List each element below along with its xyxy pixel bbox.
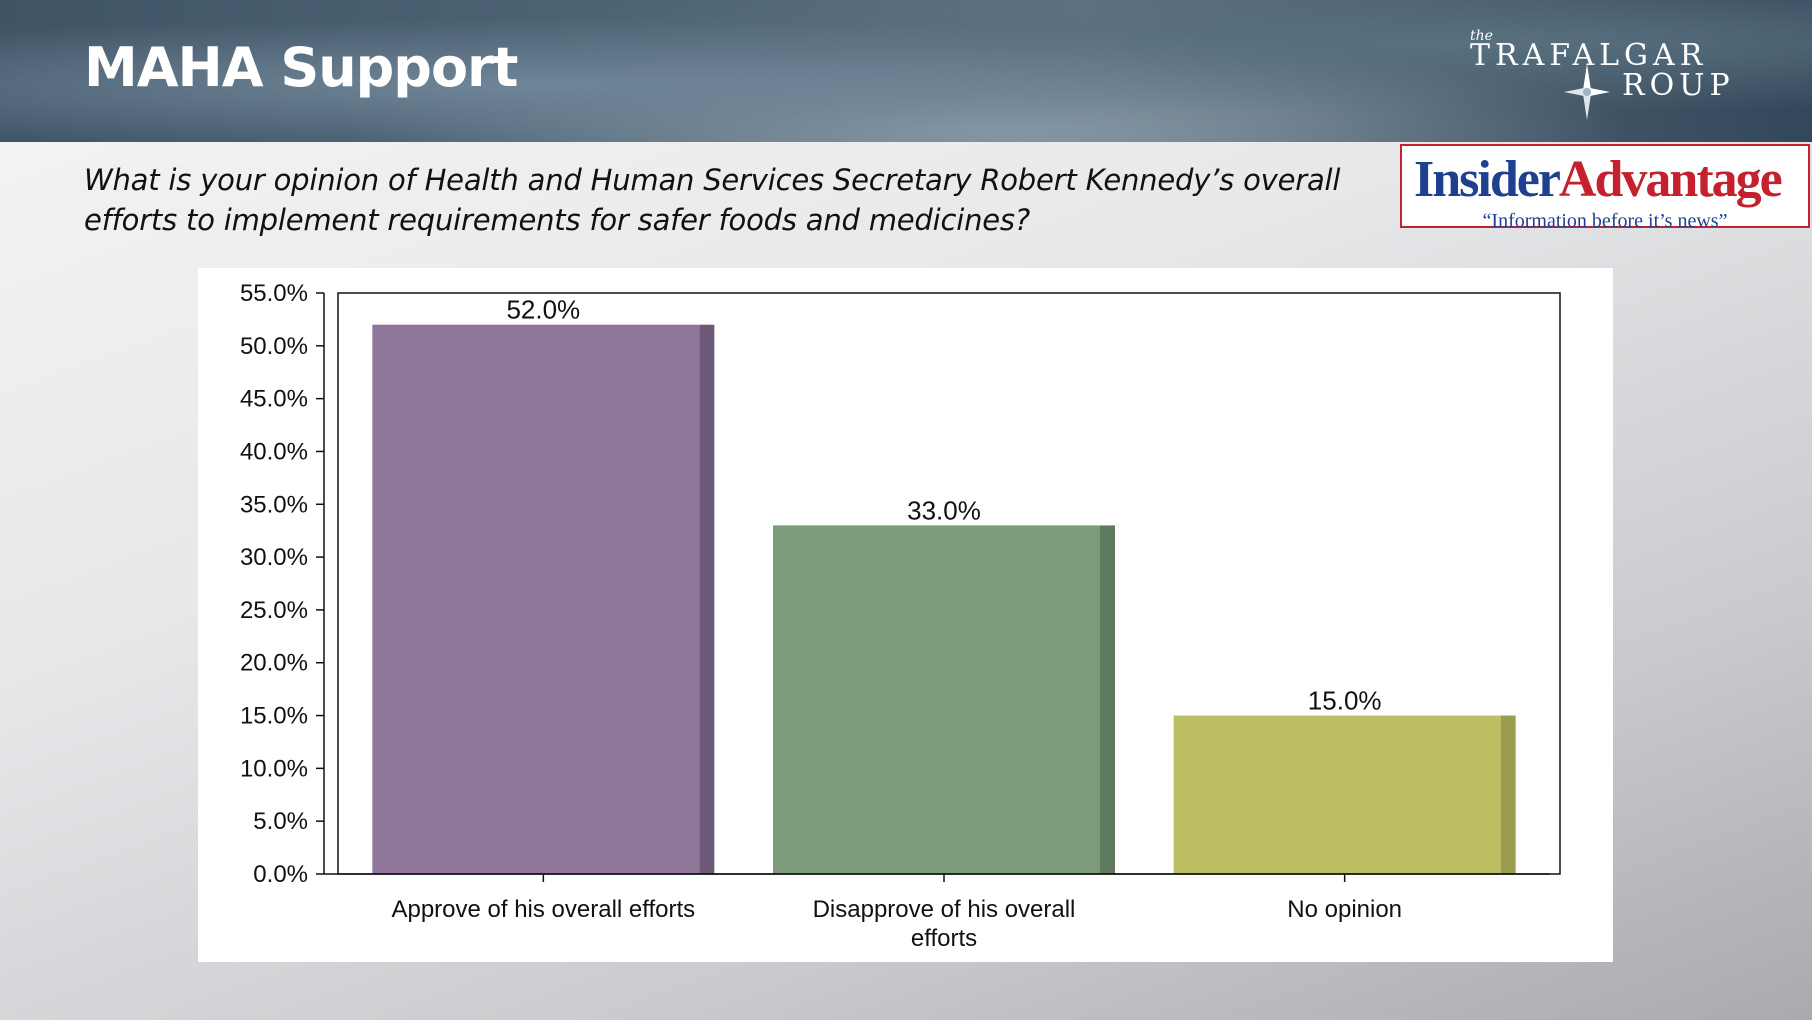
x-tick-label: Approve of his overall efforts	[391, 896, 695, 923]
y-tick-label: 45.0%	[240, 386, 308, 413]
bar	[773, 525, 1100, 874]
bars: 52.0% 33.0% 15.0%	[372, 295, 1516, 874]
bar-shade	[1500, 715, 1516, 874]
bar-shade	[1100, 525, 1115, 874]
y-tick-label: 25.0%	[240, 597, 308, 624]
y-tick-label: 35.0%	[240, 491, 308, 518]
x-axis: Approve of his overall efforts Disapprove…	[324, 873, 1550, 952]
x-tick-label: No opinion	[1287, 896, 1402, 923]
y-tick-label: 50.0%	[240, 333, 308, 360]
insider-advantage-logo: InsiderAdvantage “Information before it’…	[1400, 144, 1810, 232]
logo-line1-text: TRAFALGAR	[1470, 38, 1708, 73]
survey-question: What is your opinion of Health and Human…	[84, 163, 1341, 237]
bar-value-label: 33.0%	[907, 495, 981, 525]
bar-value-label: 15.0%	[1308, 686, 1382, 716]
trafalgar-group-logo: the TRAFALGAR ROUP	[1460, 20, 1740, 125]
y-axis: 0.0% 5.0% 10.0% 15.0% 20.0% 25.0% 30.0% 35.0% 40…	[240, 280, 325, 888]
y-tick-label: 5.0%	[253, 808, 308, 835]
compass-icon	[1564, 64, 1610, 120]
insider-tagline: “Information before it’s news”	[1482, 210, 1728, 232]
y-tick-label: 40.0%	[240, 438, 308, 465]
y-tick-label: 20.0%	[240, 650, 308, 677]
wordmark-advantage: Advantage	[1558, 151, 1783, 208]
y-tick-label: 30.0%	[240, 544, 308, 571]
bar	[372, 324, 700, 874]
bar-chart: 0.0% 5.0% 10.0% 15.0% 20.0% 25.0% 30.0% 35.0% 40…	[240, 280, 1561, 952]
bar	[1173, 715, 1501, 874]
page-title: MAHA Support	[84, 36, 518, 99]
chart-panel: 0.0% 5.0% 10.0% 15.0% 20.0% 25.0% 30.0% 35.0% 40…	[198, 268, 1613, 962]
bar-value-label: 52.0%	[506, 295, 580, 325]
y-tick-label: 55.0%	[240, 280, 308, 307]
y-tick-label: 0.0%	[253, 861, 308, 888]
plot-frame	[337, 292, 1561, 875]
logo-line2-text: ROUP	[1622, 68, 1735, 103]
wordmark-insider: Insider	[1414, 151, 1561, 208]
logo-the-text: the	[1470, 28, 1493, 44]
header-banner: MAHA Support the TRAFALGAR ROUP	[0, 0, 1812, 142]
y-tick-label: 15.0%	[240, 703, 308, 730]
y-tick-label: 10.0%	[240, 755, 308, 782]
x-tick-label: Disapprove of his overall efforts	[813, 896, 1076, 952]
bar-shade	[699, 324, 715, 874]
insider-advantage-wordmark: InsiderAdvantage	[1414, 150, 1783, 209]
